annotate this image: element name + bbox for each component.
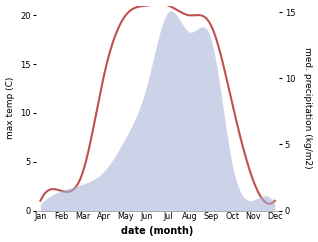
Y-axis label: max temp (C): max temp (C)	[5, 77, 15, 139]
Y-axis label: med. precipitation (kg/m2): med. precipitation (kg/m2)	[303, 47, 313, 169]
X-axis label: date (month): date (month)	[121, 227, 194, 236]
